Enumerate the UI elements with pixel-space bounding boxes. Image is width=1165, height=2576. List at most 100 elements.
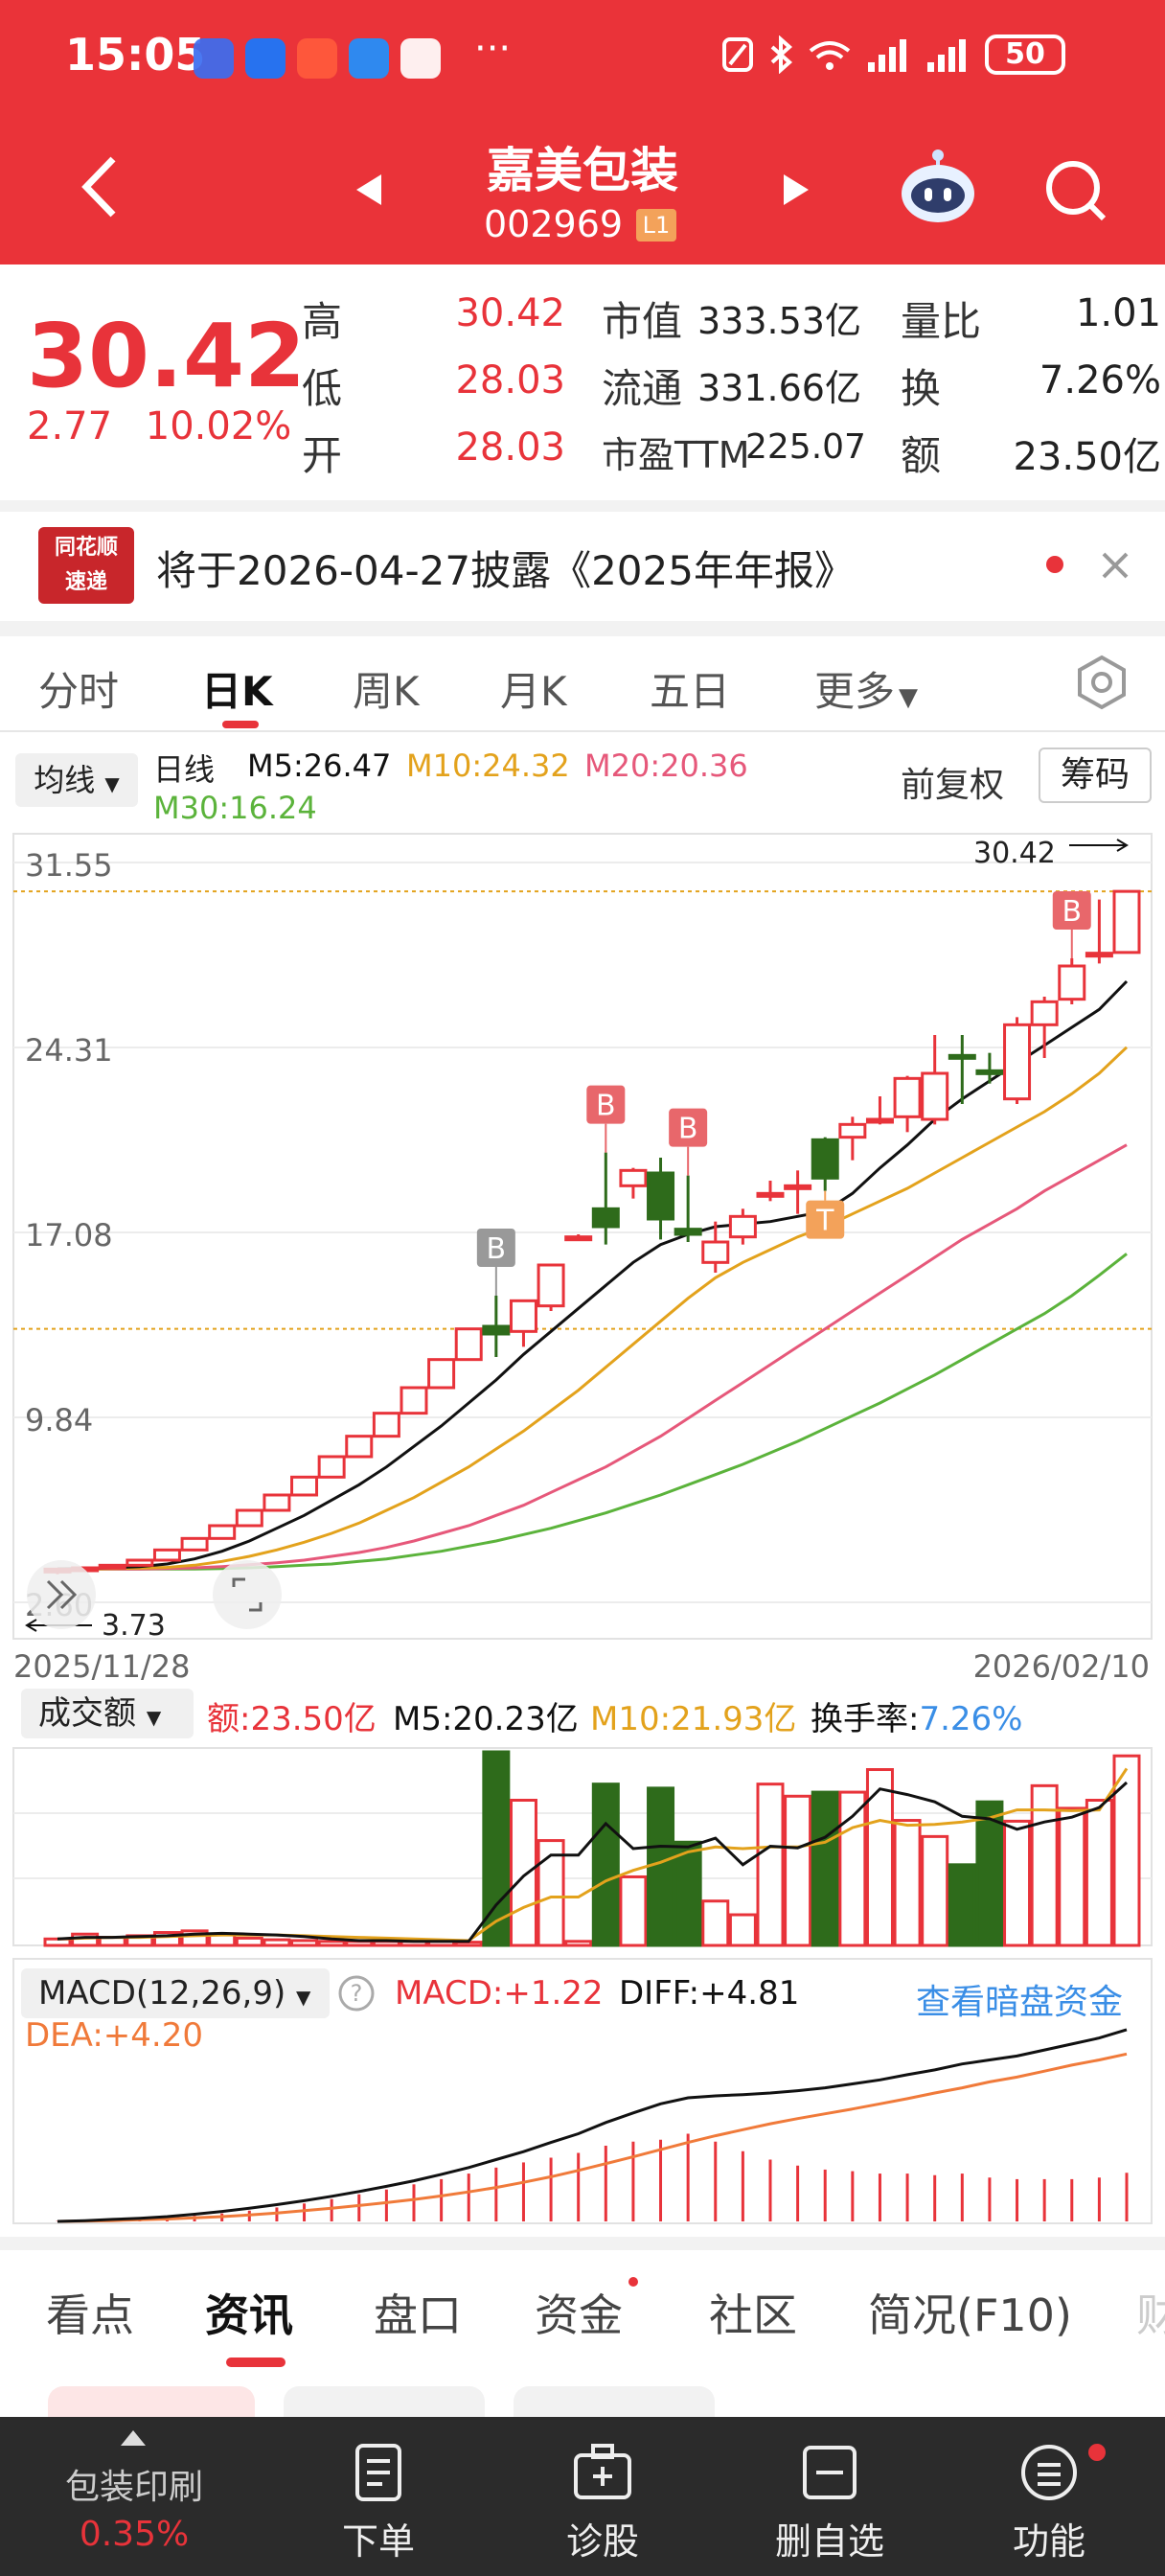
- tab-funds[interactable]: 资金: [535, 2289, 623, 2341]
- candle-body: [98, 1563, 126, 1570]
- tab-orderbook[interactable]: 盘口: [374, 2289, 462, 2341]
- ma-select[interactable]: 均线 ▼: [15, 753, 138, 807]
- trade-marker: [806, 1200, 845, 1239]
- vol-ma5-line: [57, 1781, 1129, 1944]
- dock-remove-watchlist[interactable]: 删自选: [763, 2442, 897, 2564]
- tab-intraday[interactable]: 分时: [38, 668, 120, 715]
- dea-line: [57, 2052, 1128, 2223]
- help-icon[interactable]: ?: [337, 1974, 376, 2012]
- candle-body: [372, 1412, 400, 1438]
- adjust-forward[interactable]: 前复权: [901, 766, 1005, 805]
- volume-select-label: 成交额: [38, 1694, 136, 1733]
- battery-indicator: 50: [985, 34, 1065, 75]
- volume-bar: [784, 1794, 812, 1947]
- macd-select[interactable]: MACD(12,26,9) ▼: [21, 1968, 330, 2018]
- caret-down-icon: ▼: [104, 772, 120, 795]
- vol-m5: M5:20.23亿: [393, 1700, 579, 1738]
- logo-line2: 速递: [64, 570, 107, 594]
- chip-button[interactable]: 筹码: [1039, 748, 1152, 803]
- tab-finance[interactable]: 财: [1136, 2289, 1165, 2341]
- dock-diagnose[interactable]: 诊股: [540, 2442, 665, 2564]
- tab-weekly-k[interactable]: 周K: [353, 668, 420, 715]
- vol-turnover-value: 7.26%: [919, 1700, 1023, 1738]
- status-more: ···: [474, 27, 512, 71]
- tab-highlights[interactable]: 看点: [46, 2289, 134, 2341]
- ths-express-logo: 同花顺 速递: [38, 527, 134, 604]
- tab-monthly-k[interactable]: 月K: [500, 668, 567, 715]
- dock-order-label: 下单: [341, 2520, 415, 2563]
- date-start: 2025/11/28: [13, 1648, 190, 1685]
- tab-community[interactable]: 社区: [709, 2289, 797, 2341]
- dock-order[interactable]: 下单: [316, 2442, 441, 2564]
- status-right: 50: [720, 34, 1065, 75]
- value-amount: 23.50亿: [1013, 435, 1161, 479]
- price-change: 2.77 10.02%: [27, 404, 291, 448]
- dock-diagnose-label: 诊股: [565, 2520, 639, 2563]
- candle-body: [180, 1536, 209, 1552]
- date-end: 2026/02/10: [973, 1648, 1150, 1685]
- settings-hexagon-icon[interactable]: [1073, 654, 1131, 711]
- dock-functions[interactable]: 功能: [987, 2442, 1111, 2564]
- search-icon[interactable]: [1042, 157, 1109, 224]
- candle-body: [290, 1475, 319, 1497]
- tab-more[interactable]: 更多 ▼: [814, 659, 918, 718]
- value-high: 30.42: [455, 291, 565, 335]
- order-icon: [355, 2444, 401, 2501]
- y-tick-label: 17.08: [25, 1217, 113, 1254]
- robot-assistant-icon[interactable]: [895, 144, 981, 230]
- caret-up-icon[interactable]: [119, 2428, 148, 2448]
- value-low: 28.03: [455, 358, 565, 402]
- fullscreen-button: [213, 1560, 282, 1629]
- content-strip: [0, 2367, 1165, 2417]
- unread-dot: [1046, 556, 1063, 573]
- content-chip: [284, 2386, 485, 2417]
- prev-stock-icon[interactable]: [353, 171, 385, 209]
- app-notification-icon: [194, 38, 234, 79]
- back-icon[interactable]: [75, 153, 123, 220]
- close-icon[interactable]: [1098, 548, 1132, 583]
- volume-bar: [509, 1799, 537, 1947]
- candle-body: [647, 1171, 675, 1221]
- diff-value: DIFF:+4.81: [619, 1974, 800, 2012]
- dea-value: DEA:+4.20: [25, 2016, 203, 2055]
- caret-down-icon: ▼: [296, 1986, 311, 2009]
- value-float: 331.66亿: [697, 367, 861, 409]
- tab-daily-k[interactable]: 日K: [201, 668, 273, 715]
- stock-code: 002969: [484, 203, 624, 245]
- svg-text:?: ?: [351, 1980, 363, 2007]
- trade-marker: [1052, 891, 1091, 930]
- signal-icon-1: [868, 39, 906, 72]
- legend-m20: M20:20.36: [584, 748, 748, 784]
- value-turnover: 7.26%: [1039, 358, 1161, 402]
- candle-body: [619, 1168, 648, 1187]
- volume-bar: [564, 1940, 593, 1947]
- content-chip: [48, 2386, 255, 2417]
- vol-amount: 额:23.50亿: [207, 1700, 377, 1738]
- notice-text[interactable]: 将于2026-04-27披露《2025年年报》: [156, 547, 855, 594]
- candle-body: [427, 1358, 456, 1390]
- next-stock-icon[interactable]: [780, 171, 812, 209]
- signal-icon-2: [927, 39, 966, 72]
- tab-underline: [226, 2358, 286, 2367]
- volume-bar: [674, 1840, 702, 1947]
- caret-down-icon: ▼: [146, 1706, 162, 1729]
- volume-select[interactable]: 成交额 ▼: [21, 1689, 194, 1738]
- tab-news[interactable]: 资讯: [205, 2289, 293, 2341]
- level-badge: L1: [636, 209, 676, 242]
- volume-bar: [1030, 1783, 1059, 1947]
- divider: [0, 730, 1165, 732]
- y-tick-label: 24.31: [25, 1032, 113, 1069]
- kline-chart[interactable]: 31.5524.3117.089.842.60BBBTB30.423.73202…: [0, 0, 1165, 2262]
- candle-body: [482, 1324, 511, 1336]
- label-high: 高: [302, 298, 343, 345]
- tab-five-day[interactable]: 五日: [650, 668, 731, 715]
- sector-name[interactable]: 包装印刷: [64, 2468, 203, 2507]
- status-time: 15:05: [65, 29, 206, 80]
- change-amount: 2.77: [27, 404, 113, 448]
- label-pe: 市盈TTM: [602, 434, 750, 476]
- volume-bar: [619, 1874, 648, 1947]
- content-chip: [514, 2386, 715, 2417]
- tab-more-label: 更多: [814, 668, 896, 715]
- dark-pool-link[interactable]: 查看暗盘资金: [916, 1983, 1124, 2022]
- tab-f10[interactable]: 简况(F10): [868, 2289, 1072, 2341]
